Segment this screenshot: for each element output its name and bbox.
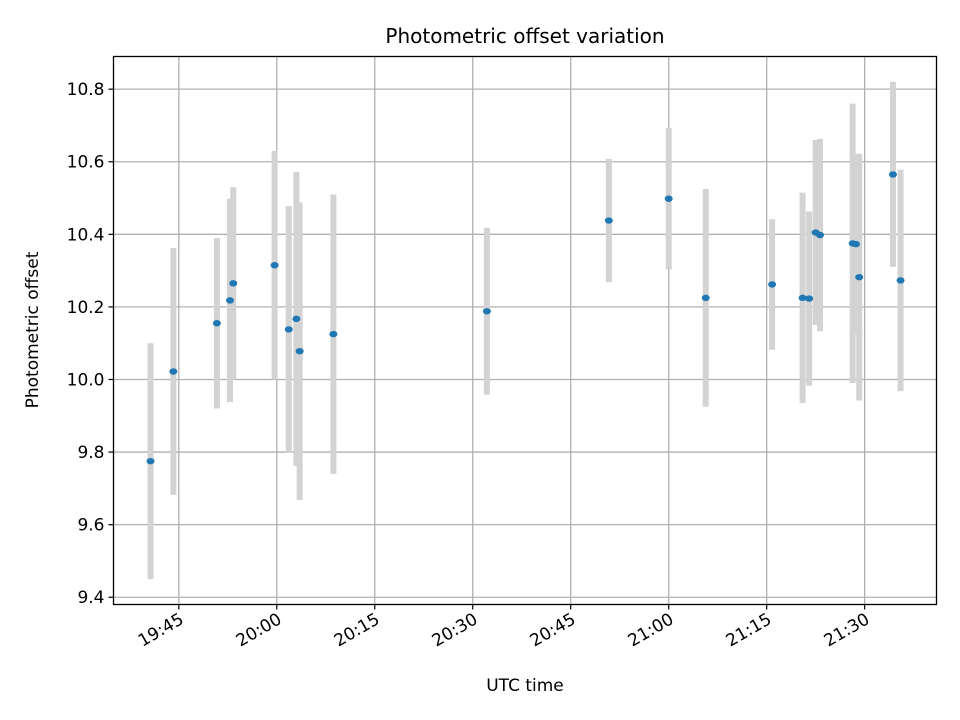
data-point [146, 457, 155, 465]
data-point [292, 315, 301, 323]
data-point [798, 294, 807, 302]
y-axis-title: Photometric offset [23, 251, 43, 408]
data-point [851, 240, 860, 248]
data-point [212, 320, 221, 327]
y-axis: 9.4 9.6 9.8 10.0 10.2 10.4 10.6 10.8 [67, 80, 114, 608]
data-point [896, 277, 905, 284]
y-tick-label: 10.6 [67, 153, 105, 173]
y-tick-label: 9.8 [77, 443, 104, 463]
data-point [284, 326, 293, 333]
data-point [329, 330, 338, 338]
data-point [701, 294, 710, 302]
data-point [768, 281, 777, 288]
plot-frame [112, 55, 938, 606]
data-point [816, 231, 825, 239]
data-point [295, 347, 304, 355]
y-tick-label: 9.6 [77, 516, 104, 536]
data-point [604, 217, 613, 224]
data-point [855, 273, 864, 281]
data-point [229, 280, 238, 287]
y-tick-label: 10.0 [67, 370, 105, 390]
y-tick-label: 9.4 [77, 588, 104, 608]
y-tick-label: 10.2 [67, 298, 105, 318]
data-point [805, 295, 814, 302]
chart-title: Photometric offset variation [385, 24, 664, 48]
data-point [225, 297, 234, 304]
data-point [482, 308, 491, 315]
data-point [664, 195, 673, 202]
data-point [270, 261, 279, 269]
data-point [888, 171, 897, 178]
data-points [146, 171, 905, 465]
x-axis-title: UTC time [486, 676, 564, 696]
y-tick-label: 10.4 [67, 225, 105, 245]
data-point [169, 368, 178, 375]
y-tick-label: 10.8 [67, 80, 105, 100]
